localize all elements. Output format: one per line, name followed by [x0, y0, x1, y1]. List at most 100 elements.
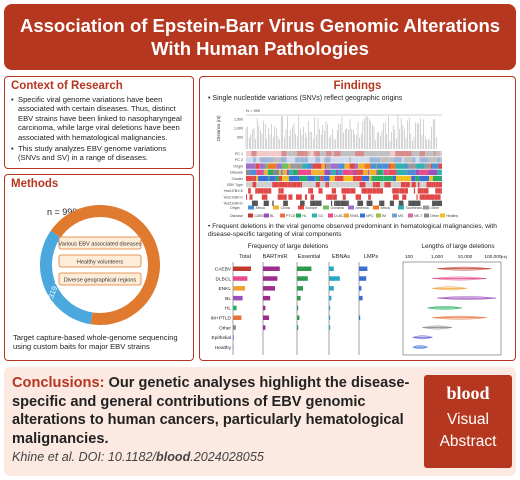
- heatmap-cell: [319, 182, 326, 188]
- heatmap-cell: [396, 169, 407, 175]
- heatmap-cell: [259, 163, 266, 169]
- heatmap-cell: [323, 175, 330, 182]
- heatmap-cell: [294, 163, 303, 169]
- method-box-3: [58, 272, 142, 286]
- heatmap-cell: [402, 194, 407, 200]
- freq-bar: [263, 325, 266, 330]
- heatmap-cell: [335, 200, 341, 206]
- heatmap-cell: [437, 169, 442, 175]
- heatmap-cell: [438, 163, 442, 169]
- heatmap-cell: [364, 151, 370, 157]
- freq-bar: [297, 266, 312, 271]
- heatmap-cell: [419, 151, 426, 157]
- heatmap-cell: [258, 175, 263, 182]
- heatmap-cell: [415, 188, 418, 194]
- heatmap-cell: [310, 194, 315, 200]
- heatmap-row-label: Yes2:EBV-D: [223, 202, 243, 206]
- legend-disease-item: NK-T: [414, 214, 423, 218]
- heatmap-cell: [393, 200, 399, 206]
- heatmap-cell: [350, 188, 356, 194]
- heatmap-cell: [359, 157, 366, 163]
- heatmap-cell: [386, 188, 392, 194]
- heatmap-cell: [416, 194, 418, 200]
- heatmap-cell: [432, 200, 436, 206]
- heatmap-cell: [372, 182, 376, 188]
- heatmap-cell: [415, 169, 420, 175]
- heatmap-cell: [366, 182, 373, 188]
- heatmap-cell: [319, 175, 321, 182]
- heatmap-cell: [369, 151, 378, 157]
- heatmap-cell: [291, 182, 294, 188]
- freq-bar: [233, 286, 245, 291]
- legend-swatch: [423, 205, 429, 210]
- heatmap-cell: [368, 194, 371, 200]
- legend-swatch: [248, 205, 254, 210]
- heatmap-cell: [325, 200, 331, 206]
- freq-row-label: Epithelial: [212, 335, 231, 341]
- heatmap-cell: [292, 194, 297, 200]
- heatmap-cell: [400, 182, 406, 188]
- heatmap-cell: [246, 200, 250, 206]
- legend-swatch: [296, 213, 301, 218]
- heatmap-cell: [306, 169, 312, 175]
- heatmap-cell: [255, 188, 258, 194]
- heatmap-cell: [293, 182, 297, 188]
- heatmap-cell: [431, 182, 434, 188]
- citation-bold: blood: [156, 450, 191, 464]
- heatmap-cell: [392, 194, 399, 200]
- heatmap-cell: [408, 200, 411, 206]
- heatmap-cell: [410, 200, 415, 206]
- heatmap-cell: [432, 175, 442, 182]
- heatmap-cell: [385, 194, 391, 200]
- freq-column-header: Essential: [298, 254, 321, 260]
- legend-swatch: [360, 213, 365, 218]
- heatmap-cell: [315, 175, 320, 182]
- legend-origin-item: Europe: [306, 206, 318, 210]
- len-frame: [402, 261, 502, 356]
- heatmap-cell: [363, 169, 368, 175]
- heatmap-cell: [346, 182, 352, 188]
- heatmap-cell: [246, 188, 249, 194]
- heatmap-cell: [285, 169, 288, 175]
- heatmap-cell: [300, 200, 305, 206]
- heatmap-cell: [375, 163, 377, 169]
- heatmap-cell: [327, 194, 333, 200]
- heatmap-cell: [358, 194, 362, 200]
- heatmap-cell: [396, 175, 404, 182]
- heatmap-cell: [366, 200, 373, 206]
- citation[interactable]: Khine et al. DOI: 10.1182/blood.20240280…: [12, 450, 264, 464]
- freq-bar: [359, 315, 361, 320]
- freq-bar: [297, 276, 308, 281]
- heatmap-cell: [246, 151, 252, 157]
- heatmap-cell: [270, 200, 273, 206]
- heatmap-cell: [306, 188, 309, 194]
- heatmap-cell: [262, 175, 269, 182]
- heatmap-cell: [440, 151, 442, 157]
- heatmap-cell: [379, 188, 384, 194]
- heatmap-cell: [296, 194, 302, 200]
- heatmap-cell: [258, 194, 262, 200]
- heatmap-cell: [309, 188, 314, 194]
- heatmap-cell: [355, 194, 359, 200]
- heatmap-y-axis-label: Distance (nt): [216, 115, 221, 141]
- heatmap-cell: [297, 169, 307, 175]
- blood-visual-abstract-logo: blood Visual Abstract: [424, 375, 512, 468]
- legend-origin-item: America: [356, 206, 369, 210]
- heatmap-cell: [256, 194, 259, 200]
- heatmap-cell: [315, 151, 321, 157]
- heatmap-cell: [383, 188, 387, 194]
- heatmap-cell: [337, 169, 343, 175]
- heatmap-row-label: Cluster: [232, 177, 244, 181]
- heatmap-cell: [292, 200, 299, 206]
- freq-bar: [329, 295, 332, 301]
- heatmap-cell: [303, 182, 307, 188]
- heatmap-cell: [277, 194, 284, 200]
- heatmap-cell: [370, 163, 376, 169]
- heatmap-cell: [314, 194, 319, 200]
- heatmap-cell: [376, 175, 384, 182]
- freq-bars: [233, 266, 368, 350]
- heatmap-cell: [273, 194, 278, 200]
- heatmap-legend: Origin Africa China Europe Oceania America Afr…: [230, 205, 458, 218]
- heatmap-cell: [333, 151, 341, 157]
